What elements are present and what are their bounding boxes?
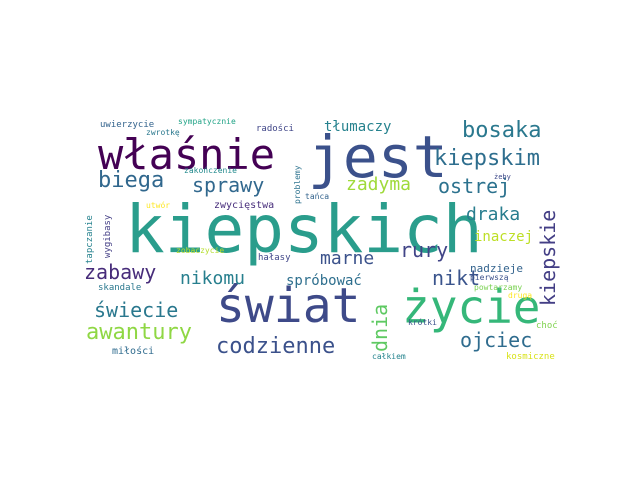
word-sympatycznie: sympatycznie: [178, 117, 236, 126]
word-druga: drugą: [508, 291, 533, 300]
word-radosci: radości: [256, 124, 294, 134]
word-codzienne: codzienne: [216, 334, 336, 359]
word-zakonczenie: zakończenie: [184, 166, 237, 175]
word-tapczanie: tapczanie: [85, 215, 95, 264]
word-swiat: świat: [216, 278, 361, 334]
word-bosaka: bosaka: [462, 118, 542, 143]
word-ojciec: ojciec: [460, 328, 533, 352]
word-cloud: kiepskich jest właśnie świat życie bosak…: [80, 104, 576, 376]
word-problemy: problemy: [293, 165, 302, 204]
word-kiepskie: kiepskie: [536, 209, 560, 306]
word-rury: rury: [400, 238, 449, 262]
word-zabawy: zabawy: [84, 260, 157, 284]
word-choc: choć: [536, 321, 558, 331]
word-dnia: dnia: [368, 303, 392, 352]
word-zwyciestwa: zwycięstwa: [214, 200, 275, 211]
word-krotki: krótki: [408, 318, 437, 327]
word-pierwsza: pierwszą: [470, 273, 509, 282]
word-draka: draka: [466, 204, 521, 225]
word-powtarzamy: powtarzamy: [474, 283, 523, 292]
word-inaczej: inaczej: [474, 229, 534, 245]
word-jest: jest: [308, 123, 448, 191]
word-wlasnie: właśnie: [98, 130, 276, 179]
word-zwrotke: zwrotkę: [146, 128, 180, 137]
word-nikt: nikt: [432, 266, 481, 290]
word-zobaczycie: zobaczycie: [176, 246, 225, 255]
word-zadyma: zadyma: [346, 174, 412, 195]
word-tanca: tańca: [305, 192, 330, 201]
word-kiepskim: kiepskim: [434, 146, 540, 171]
word-kosmiczne: kosmiczne: [506, 352, 555, 362]
word-halasy: hałasy: [258, 253, 291, 263]
word-sprawy: sprawy: [192, 173, 265, 197]
word-nikomu: nikomu: [180, 268, 246, 289]
word-zycie: życie: [402, 280, 541, 334]
word-kiepskich: kiepskich: [125, 191, 483, 268]
word-milosci: miłości: [112, 346, 155, 357]
word-wygibasy: wygibasy: [103, 214, 113, 258]
word-zeby: żeby: [494, 173, 511, 181]
word-uwierzycie: uwierzycie: [100, 120, 155, 130]
word-awantury: awantury: [86, 320, 192, 345]
word-nadzieje: nadzieje: [470, 262, 523, 275]
word-marne: marne: [320, 248, 375, 269]
word-swiecie: świecie: [94, 298, 179, 322]
word-sprobowac: spróbować: [286, 273, 362, 289]
word-skandale: skandale: [98, 283, 142, 293]
word-calkiem: całkiem: [372, 352, 406, 361]
word-tlumaczy: tłumaczy: [324, 119, 392, 135]
word-ostrej: ostrej: [438, 174, 511, 198]
word-utwor: utwór: [146, 201, 171, 210]
word-biega: biega: [98, 168, 165, 193]
